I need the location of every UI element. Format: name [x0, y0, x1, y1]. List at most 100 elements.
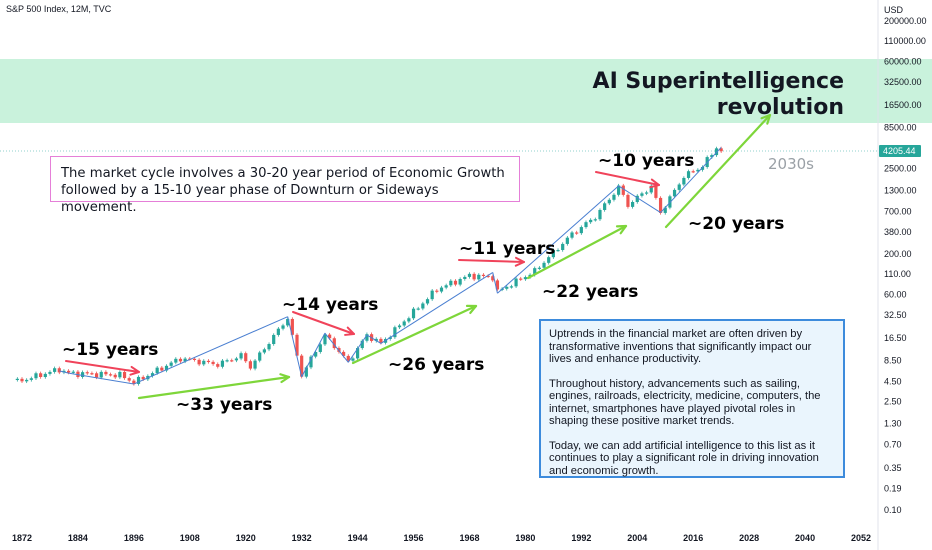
- candle: [411, 307, 416, 320]
- candle: [682, 176, 686, 187]
- candle: [612, 193, 616, 202]
- candle: [85, 370, 89, 375]
- y-tick-label: 8.50: [884, 355, 902, 365]
- candle: [691, 169, 695, 174]
- candle: [178, 357, 183, 364]
- candle: [463, 275, 467, 281]
- candle: [174, 357, 178, 365]
- green-cycle-arrow: [137, 373, 291, 400]
- x-tick-label: 1980: [515, 533, 535, 543]
- candle: [239, 351, 243, 361]
- y-tick-label: 60.00: [884, 289, 907, 299]
- last-price-badge: 4205.44: [879, 145, 921, 157]
- candle: [547, 255, 551, 265]
- candle: [551, 248, 555, 259]
- candle: [197, 358, 201, 367]
- candle: [202, 359, 206, 367]
- candle: [136, 375, 141, 386]
- y-tick-label: 16.50: [884, 333, 907, 343]
- candle: [290, 317, 294, 337]
- candle: [20, 377, 24, 384]
- candle: [48, 370, 52, 376]
- annotation-15-years: ~15 years: [62, 340, 158, 360]
- candle: [640, 191, 644, 198]
- y-tick-label: 110000.00: [884, 36, 926, 46]
- innovation-note-p2: Throughout history, advancements such as…: [549, 377, 821, 428]
- candle: [617, 183, 621, 197]
- x-tick-label: 1944: [348, 533, 368, 543]
- candle: [365, 332, 369, 343]
- red-cycle-arrow: [292, 311, 355, 336]
- candle: [672, 188, 677, 199]
- candle: [272, 333, 276, 346]
- candle: [234, 356, 239, 363]
- last-price-badge-bg: [879, 145, 921, 157]
- candle: [286, 317, 290, 328]
- y-tick-label: 32500.00: [884, 77, 922, 87]
- candle: [561, 242, 565, 252]
- trend-segment: [347, 334, 368, 363]
- x-tick-label: 1884: [68, 533, 88, 543]
- annotation-20-years: ~20 years: [688, 214, 784, 234]
- innovation-note: Uptrends in the financial market are oft…: [539, 319, 845, 478]
- x-tick-label: 2040: [795, 533, 815, 543]
- candle: [514, 276, 518, 289]
- candle: [25, 378, 29, 384]
- candle: [80, 370, 85, 379]
- trend-segment: [380, 272, 494, 344]
- annotation-33-years: ~33 years: [176, 395, 272, 415]
- candle: [351, 356, 355, 363]
- candle: [248, 359, 252, 371]
- candle: [230, 358, 234, 363]
- x-tick-label: 2028: [739, 533, 759, 543]
- candle: [160, 366, 164, 373]
- candle: [216, 362, 220, 369]
- trend-lines: [59, 147, 722, 385]
- x-tick-label: 1992: [571, 533, 591, 543]
- candle: [509, 284, 514, 289]
- candle: [132, 378, 136, 386]
- x-tick-label: 1920: [236, 533, 256, 543]
- candle: [220, 359, 225, 369]
- y-tick-label: 1.30: [884, 419, 902, 429]
- candle: [477, 273, 481, 282]
- market-cycle-note-text: The market cycle involves a 30-20 year p…: [61, 166, 505, 215]
- candle: [444, 283, 448, 290]
- y-tick-label: 700.00: [884, 207, 912, 217]
- trend-segment: [59, 370, 69, 374]
- green-cycle-arrow: [351, 304, 478, 365]
- candle: [407, 316, 411, 324]
- y-tick-label: 8500.00: [884, 122, 917, 132]
- trend-segment: [287, 316, 303, 377]
- candle: [253, 358, 257, 371]
- candle: [332, 336, 336, 350]
- y-tick-label: 0.10: [884, 505, 902, 515]
- x-tick-label: 2016: [683, 533, 703, 543]
- price-axis[interactable]: 200000.00 110000.00 60000.00 32500.00 16500.…: [884, 16, 927, 515]
- candle: [430, 288, 434, 301]
- ai-band-title: AI Superintelligence revolution: [593, 69, 844, 121]
- candle: [318, 342, 322, 354]
- candle: [108, 372, 113, 377]
- candle: [374, 337, 378, 343]
- y-tick-label: 2500.00: [884, 164, 917, 174]
- chart-symbol-title[interactable]: S&P 500 Index, 12M, TVC: [6, 4, 112, 14]
- candle: [486, 274, 490, 278]
- candle: [57, 366, 61, 375]
- y-tick-label: 1300.00: [884, 186, 917, 196]
- candle: [458, 277, 462, 287]
- candle: [621, 183, 625, 197]
- candle: [29, 376, 33, 382]
- candle: [127, 376, 131, 383]
- candle: [631, 200, 635, 209]
- candle: [53, 366, 57, 374]
- candle: [281, 323, 285, 331]
- time-axis[interactable]: 1872 1884 1896 1908 1920 1932 1944 1956 1968 1980…: [12, 533, 871, 543]
- candle: [435, 288, 439, 294]
- candle: [276, 327, 280, 337]
- candle: [43, 372, 47, 379]
- candle: [99, 370, 103, 380]
- candle: [481, 273, 486, 278]
- candle: [700, 165, 705, 172]
